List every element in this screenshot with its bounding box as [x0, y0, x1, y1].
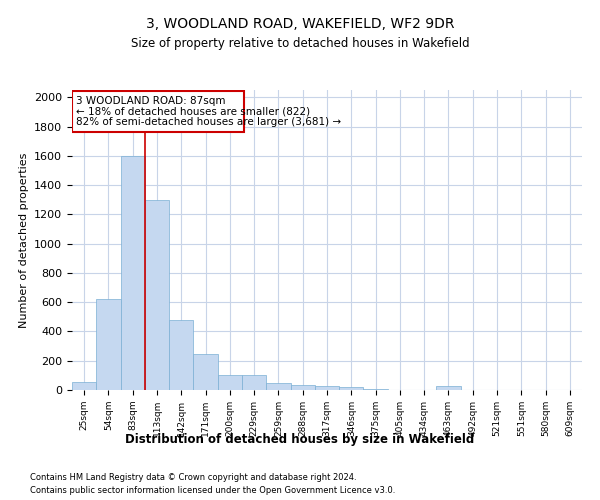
- Y-axis label: Number of detached properties: Number of detached properties: [19, 152, 29, 328]
- Bar: [72, 382, 96, 390]
- Text: Size of property relative to detached houses in Wakefield: Size of property relative to detached ho…: [131, 38, 469, 51]
- Bar: [96, 298, 121, 390]
- Bar: [121, 156, 145, 390]
- Bar: [242, 375, 266, 390]
- Bar: [169, 320, 193, 390]
- Bar: [266, 383, 290, 390]
- Bar: [218, 375, 242, 390]
- Bar: [145, 200, 169, 390]
- Bar: [193, 354, 218, 390]
- Text: 3, WOODLAND ROAD, WAKEFIELD, WF2 9DR: 3, WOODLAND ROAD, WAKEFIELD, WF2 9DR: [146, 18, 454, 32]
- Text: 3 WOODLAND ROAD: 87sqm: 3 WOODLAND ROAD: 87sqm: [76, 96, 225, 106]
- Text: ← 18% of detached houses are smaller (822): ← 18% of detached houses are smaller (82…: [76, 106, 310, 116]
- Text: Contains HM Land Registry data © Crown copyright and database right 2024.: Contains HM Land Registry data © Crown c…: [30, 472, 356, 482]
- Bar: [72, 92, 244, 132]
- Bar: [436, 386, 461, 390]
- Bar: [339, 387, 364, 390]
- Bar: [315, 386, 339, 390]
- Text: Contains public sector information licensed under the Open Government Licence v3: Contains public sector information licen…: [30, 486, 395, 495]
- Text: Distribution of detached houses by size in Wakefield: Distribution of detached houses by size …: [125, 432, 475, 446]
- Bar: [364, 388, 388, 390]
- Text: 82% of semi-detached houses are larger (3,681) →: 82% of semi-detached houses are larger (…: [76, 117, 341, 127]
- Bar: [290, 385, 315, 390]
